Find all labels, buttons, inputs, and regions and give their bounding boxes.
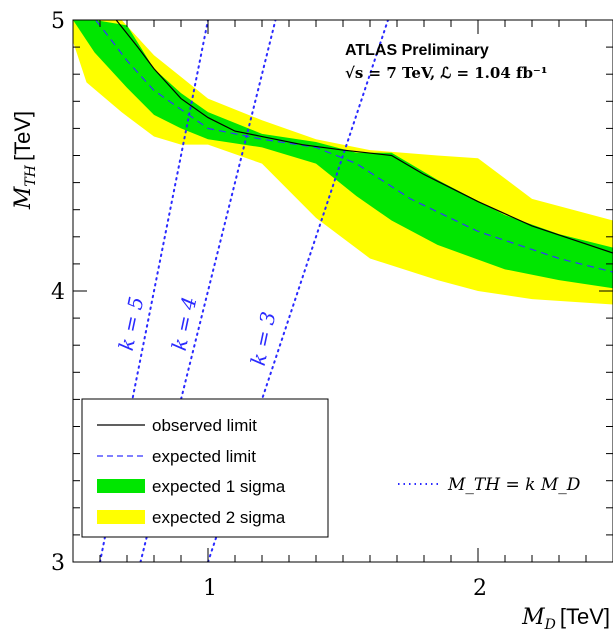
- legend-symbol-1sigma: [97, 479, 145, 493]
- band-expected-1-sigma: [73, 20, 613, 289]
- x-tick-label-2: 2: [473, 576, 487, 601]
- y-tick-label-5: 5: [51, 9, 65, 34]
- energy-lumi-label: √s = 7 TeV, ℒ = 1.04 fb⁻¹: [345, 64, 547, 82]
- legend-label-observed: observed limit: [152, 416, 257, 435]
- series-expected-limit: [94, 20, 613, 273]
- y-tick-label-3: 3: [51, 551, 65, 576]
- atlas-label: ATLAS Preliminary: [345, 42, 489, 59]
- legend-symbol-2sigma: [97, 510, 145, 524]
- legend: observed limit expected limit expected 1…: [81, 398, 329, 538]
- legend-label-expected: expected limit: [152, 447, 256, 466]
- series-observed-limit: [114, 20, 613, 254]
- y-axis-title: MTH[TeV]: [10, 111, 39, 210]
- k3-label: k = 3: [246, 309, 281, 367]
- y-tick-label-4: 4: [51, 280, 65, 305]
- x-tick-label-1: 1: [203, 576, 217, 601]
- k4-label: k = 4: [167, 294, 202, 352]
- axis-ticks: [73, 19, 613, 563]
- legend-label-1sigma: expected 1 sigma: [152, 477, 286, 496]
- k-line-legend-label: M_TH = k M_D: [447, 475, 581, 495]
- x-axis-title: MD [TeV]: [521, 604, 610, 629]
- legend-label-2sigma: expected 2 sigma: [152, 508, 286, 527]
